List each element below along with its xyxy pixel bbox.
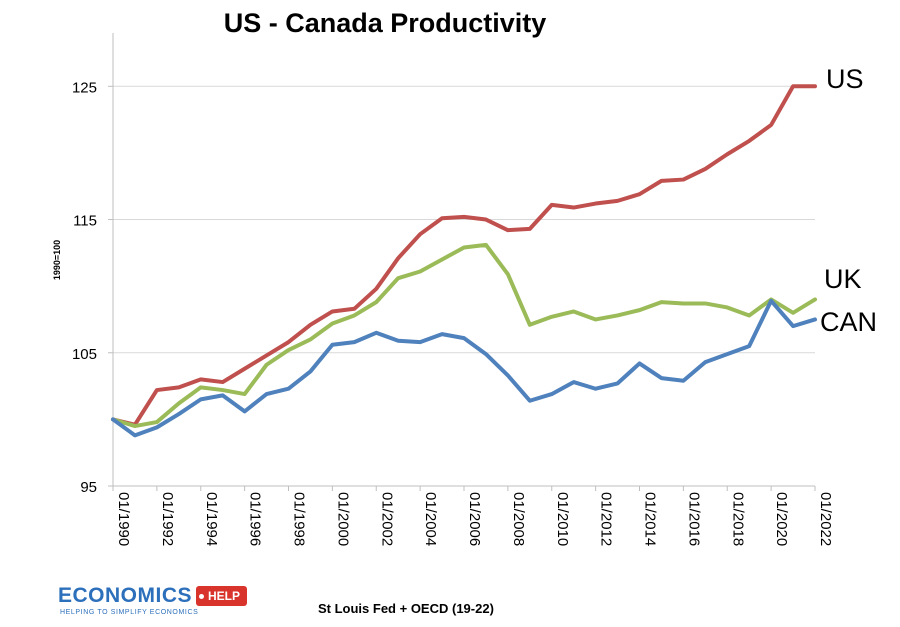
x-tick-2000: 01/2000 (334, 492, 351, 546)
x-tick-2020: 01/2020 (773, 492, 790, 546)
x-tick-2004: 01/2004 (422, 492, 439, 546)
y-tick-labels: 95 105 115 125 (72, 79, 113, 496)
series-label-uk: UK (824, 264, 862, 294)
series-lines (111, 84, 817, 438)
axes (112, 33, 815, 487)
x-tick-2016: 01/2016 (685, 492, 702, 546)
series-line-us (111, 84, 817, 427)
y-tick-125: 125 (72, 79, 97, 96)
x-tick-1990: 01/1990 (115, 492, 132, 546)
x-tick-1996: 01/1996 (247, 492, 264, 546)
chart-title: US - Canada Productivity (224, 8, 547, 38)
series-label-us: US (826, 64, 864, 94)
x-tick-2010: 01/2010 (554, 492, 571, 546)
x-tick-2022: 01/2022 (817, 492, 834, 546)
x-tick-2006: 01/2006 (466, 492, 483, 546)
y-tick-105: 105 (72, 346, 97, 363)
y-axis-label: 1990=100 (52, 240, 62, 280)
y-tick-95: 95 (80, 479, 97, 496)
logo-word: ECONOMICS (58, 584, 193, 607)
logo-tagline: HELPING TO SIMPLIFY ECONOMICS (60, 609, 199, 616)
x-tick-2002: 01/2002 (378, 492, 395, 546)
gridlines (113, 85, 815, 354)
x-tick-2018: 01/2018 (729, 492, 746, 546)
series-line-uk (111, 242, 817, 429)
series-label-can: CAN (820, 307, 877, 337)
x-tick-1992: 01/1992 (159, 492, 176, 546)
x-tick-2014: 01/2014 (642, 492, 659, 546)
logo-tag: HELP (196, 586, 248, 606)
series-labels: US UK CAN (820, 64, 877, 337)
x-tick-2012: 01/2012 (598, 492, 615, 546)
x-tick-labels: 01/1990 01/1992 01/1994 01/1996 01/1998 01/20… (112, 486, 834, 546)
series-line-can (111, 298, 817, 438)
x-tick-1994: 01/1994 (203, 492, 220, 546)
y-tick-115: 115 (73, 213, 97, 230)
x-tick-1998: 01/1998 (291, 492, 308, 546)
source-note: St Louis Fed + OECD (19-22) (318, 601, 494, 616)
economics-help-logo: ECONOMICS HELP (58, 584, 248, 608)
x-tick-2008: 01/2008 (510, 492, 527, 546)
